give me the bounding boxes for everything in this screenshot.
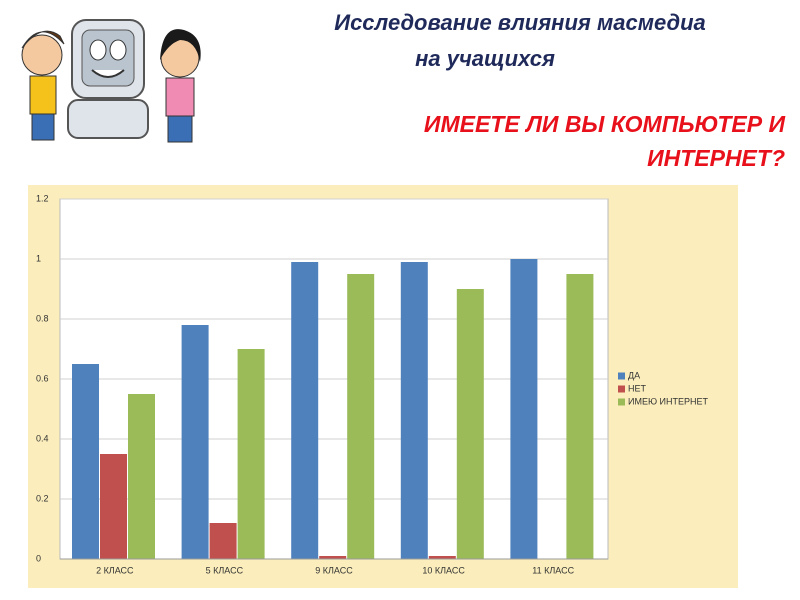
bar bbox=[209, 523, 237, 559]
x-tick-label: 5 КЛАСС bbox=[206, 565, 244, 575]
bar bbox=[347, 274, 375, 559]
x-tick-label: 10 КЛАСС bbox=[422, 565, 465, 575]
legend-swatch bbox=[618, 398, 625, 406]
legend-swatch bbox=[618, 385, 625, 393]
bar bbox=[181, 325, 209, 559]
title-line: Исследование влияния масмедиа bbox=[334, 10, 706, 35]
y-tick-label: 1.2 bbox=[36, 193, 49, 203]
x-tick-label: 9 КЛАСС bbox=[315, 565, 353, 575]
bar bbox=[428, 556, 456, 559]
bar bbox=[566, 274, 594, 559]
bar bbox=[72, 364, 99, 559]
question-line: ИМЕЕТЕ ЛИ ВЫ КОМПЬЮТЕР И bbox=[424, 111, 786, 137]
y-tick-label: 1 bbox=[36, 253, 41, 263]
legend-label: НЕТ bbox=[628, 383, 647, 393]
bar bbox=[400, 262, 428, 559]
bar bbox=[100, 454, 127, 559]
y-tick-label: 0.2 bbox=[36, 493, 49, 503]
bar bbox=[510, 259, 538, 559]
cartoon-illustration bbox=[21, 19, 201, 143]
legend-label: ДА bbox=[628, 370, 640, 380]
bar bbox=[291, 262, 319, 559]
bar bbox=[319, 556, 347, 559]
y-tick-label: 0.6 bbox=[36, 373, 49, 383]
y-tick-label: 0.8 bbox=[36, 313, 49, 323]
legend-label: ИМЕЮ ИНТЕРНЕТ bbox=[628, 396, 709, 406]
title-line: на учащихся bbox=[415, 46, 555, 71]
legend-swatch bbox=[618, 372, 625, 380]
x-tick-label: 11 КЛАСС bbox=[532, 565, 574, 575]
question-line: ИНТЕРНЕТ? bbox=[647, 145, 785, 171]
bar bbox=[128, 394, 155, 559]
y-tick-label: 0.4 bbox=[36, 433, 49, 443]
bar bbox=[456, 289, 484, 559]
y-tick-label: 0 bbox=[36, 553, 41, 563]
x-tick-label: 2 КЛАСС bbox=[96, 565, 134, 575]
bar bbox=[237, 349, 265, 559]
